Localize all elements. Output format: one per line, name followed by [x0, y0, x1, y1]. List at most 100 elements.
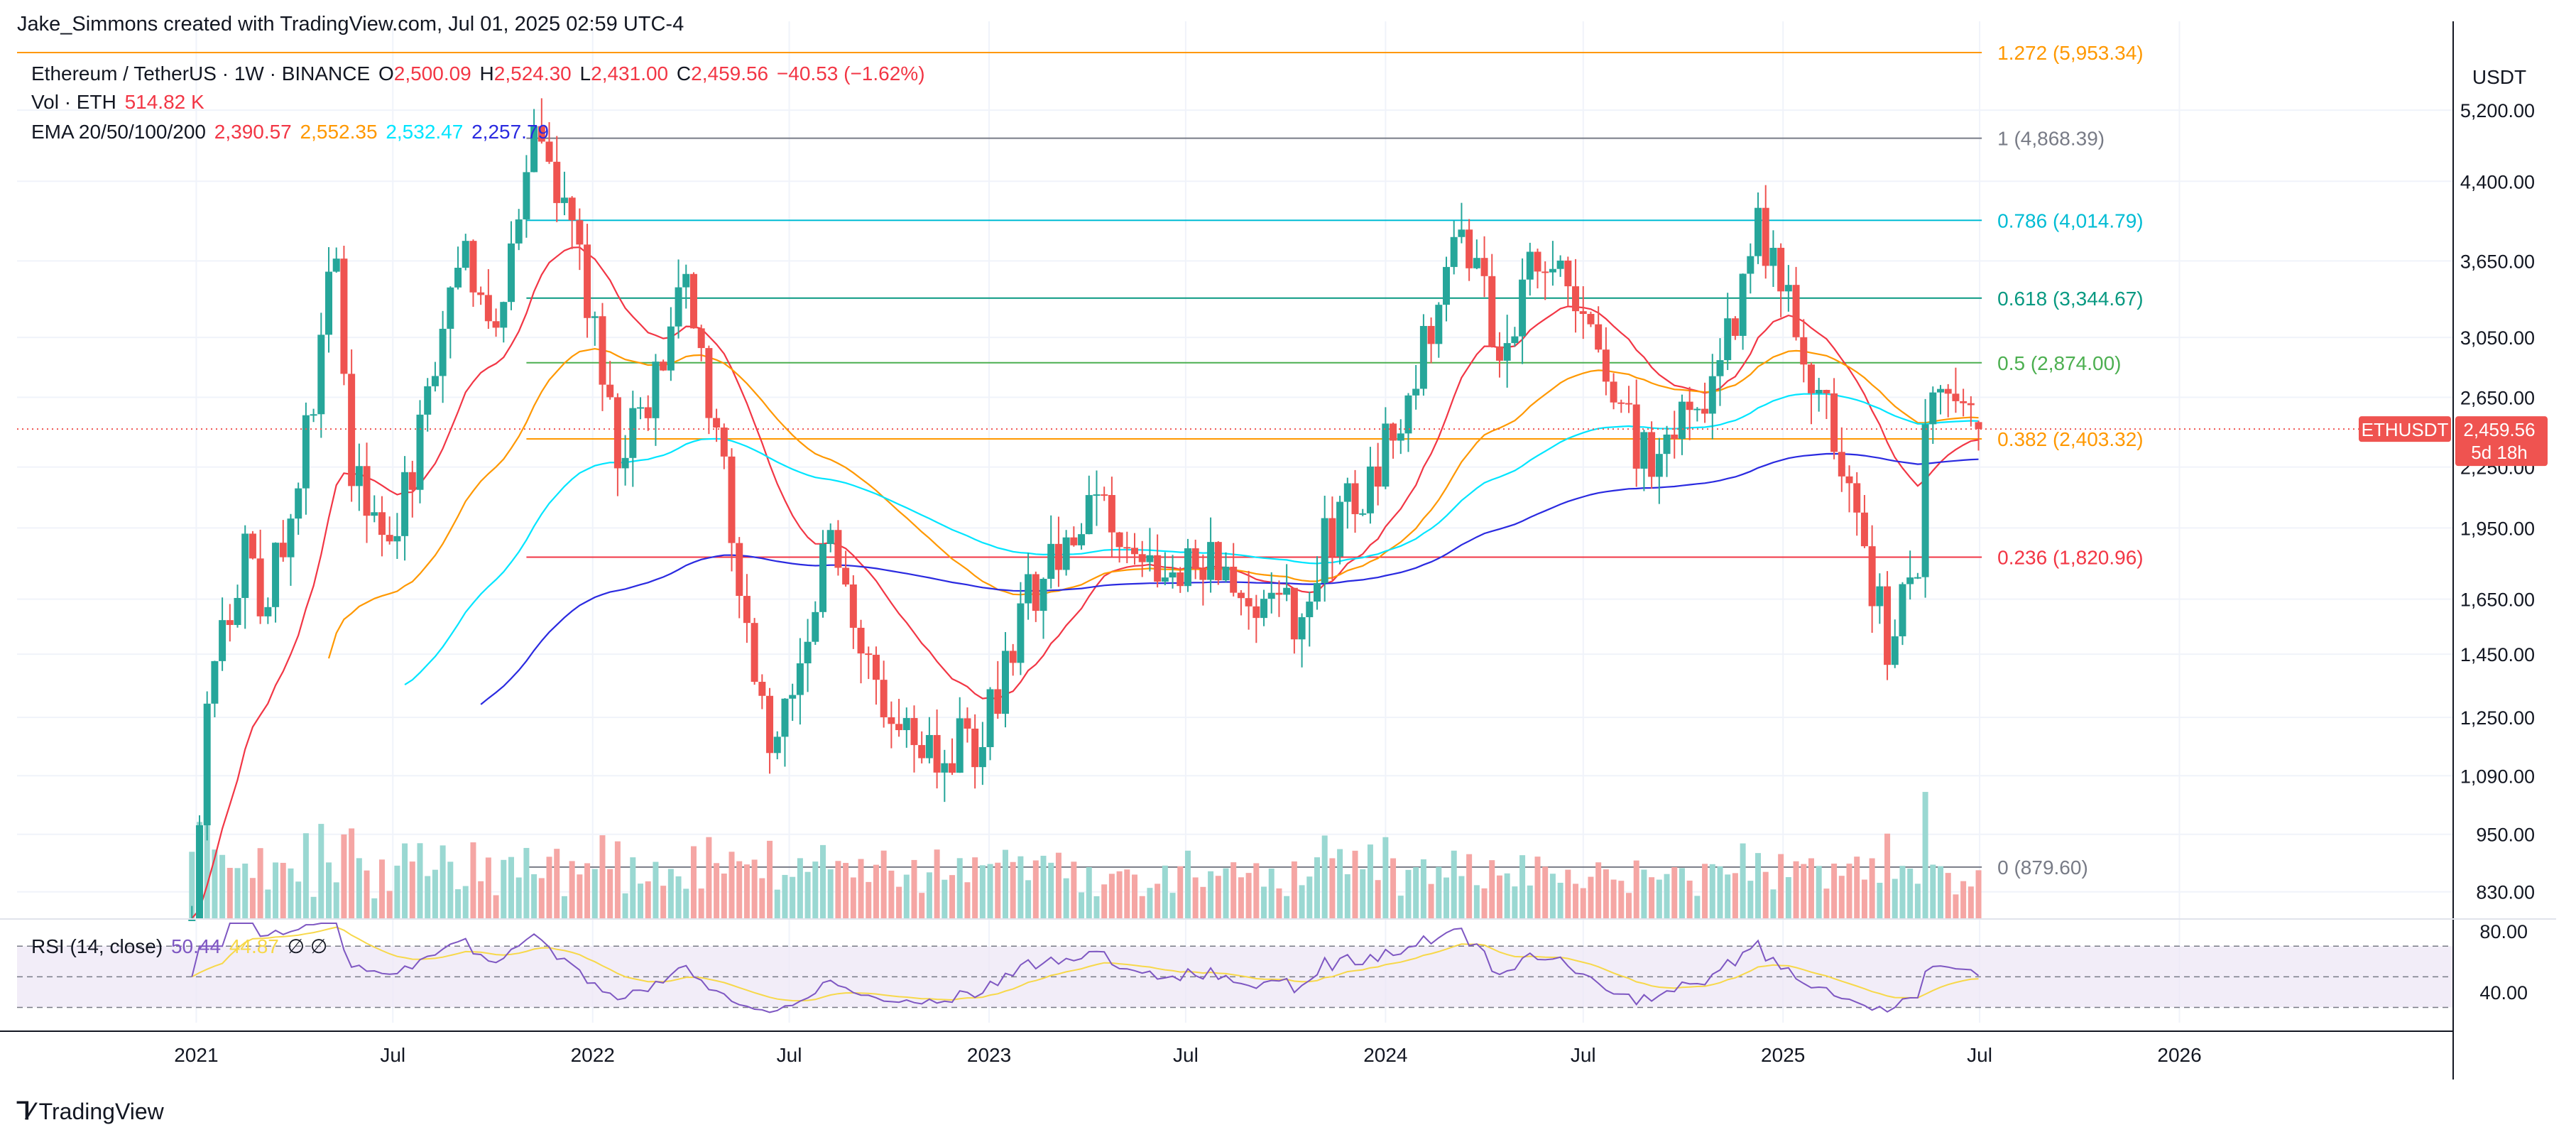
volume-bar: [1192, 877, 1199, 918]
candle-body: [386, 535, 393, 542]
volume-bar: [1588, 876, 1594, 918]
volume-bar: [835, 861, 841, 918]
rsi-legend[interactable]: RSI (14, close) 50.44 44.87 ∅ ∅: [31, 935, 330, 958]
volume-bar: [751, 859, 758, 918]
volume-legend[interactable]: Vol · ETH 514.82 K: [31, 91, 207, 114]
volume-bar: [1702, 864, 1708, 918]
volume-bar: [1649, 877, 1655, 918]
rsi-extra: ∅ ∅: [287, 935, 328, 957]
volume-bar: [1314, 857, 1320, 918]
candle-body: [1154, 555, 1162, 582]
candle-body: [1108, 495, 1115, 533]
x-tick-label: 2024: [1363, 1044, 1407, 1066]
volume-bar: [569, 861, 575, 918]
volume-bar: [1846, 864, 1852, 918]
candle-body: [1503, 343, 1511, 361]
volume-bar: [1573, 883, 1579, 918]
volume-bar: [462, 886, 469, 918]
rsi-value: 50.44: [170, 935, 222, 957]
volume-bar: [1801, 864, 1807, 918]
candle-body: [1427, 325, 1435, 344]
tradingview-logo[interactable]: ⅂⁄ TradingView: [17, 1097, 164, 1126]
low-value: 2,431.00: [591, 62, 669, 85]
volume-bar: [1968, 886, 1974, 918]
candle-body: [1663, 434, 1671, 455]
candle-body: [1473, 258, 1480, 268]
volume-bar: [333, 882, 339, 918]
candle-body: [1632, 404, 1640, 469]
candle-body: [613, 397, 621, 469]
volume-bar: [425, 876, 431, 918]
candle-body: [523, 172, 530, 219]
volume-bar: [1884, 833, 1891, 918]
volume-bar: [1930, 864, 1936, 918]
volume-bar: [470, 842, 476, 918]
volume-bar: [546, 856, 552, 918]
volume-bar: [1420, 859, 1426, 918]
candle-body: [1815, 390, 1823, 393]
volume-bar: [242, 863, 249, 918]
volume-bar: [1443, 877, 1450, 918]
volume-bar: [378, 859, 385, 918]
volume-bar: [577, 874, 583, 918]
candle-body: [492, 321, 500, 328]
volume-bar: [949, 875, 956, 918]
volume-bar: [942, 879, 948, 918]
volume-bar: [858, 859, 864, 918]
volume-bar: [280, 862, 286, 918]
volume-bar: [1610, 879, 1617, 918]
volume-bar: [1656, 879, 1662, 918]
fib-label-0: 0 (879.60): [1997, 856, 2088, 879]
volume-bar: [1451, 850, 1457, 918]
rsi-pane: 80.00 40.00: [17, 921, 2528, 1013]
ema-legend[interactable]: EMA 20/50/100/200 2,390.57 2,552.35 2,53…: [31, 121, 552, 143]
candle-body: [826, 530, 834, 545]
volume-bar: [667, 869, 674, 918]
candle-body: [1944, 388, 1952, 394]
candle-body: [758, 682, 766, 696]
volume-bar: [1337, 849, 1343, 918]
volume-bar: [493, 895, 499, 918]
candle-body: [1267, 592, 1275, 599]
candle-body: [1602, 349, 1610, 382]
volume-bar: [926, 872, 932, 918]
volume-bar: [607, 869, 613, 918]
volume-bar: [1299, 885, 1305, 918]
x-tick-label: Jul: [1173, 1044, 1199, 1066]
volume-bar: [1793, 861, 1799, 918]
candle-body: [1830, 393, 1838, 452]
volume-bar: [1208, 871, 1214, 918]
candle-body: [1617, 402, 1625, 404]
volume-bar: [698, 888, 704, 918]
rsi-tick-label: 80.00: [2479, 921, 2528, 942]
volume-bar: [1093, 896, 1100, 918]
ema200-value: 2,257.79: [471, 121, 550, 143]
candle-body: [279, 543, 287, 558]
candle-body: [1526, 251, 1534, 280]
candle-body: [1906, 577, 1914, 584]
volume-bar: [1945, 873, 1951, 918]
symbol-tag-bg: [2359, 416, 2451, 442]
volume-value: 514.82 K: [124, 91, 204, 113]
volume-bar: [1816, 866, 1822, 918]
volume-bar: [1177, 866, 1184, 918]
volume-bar: [356, 858, 362, 918]
volume-bar: [440, 845, 446, 918]
symbol-legend[interactable]: Ethereum / TetherUS · 1W · BINANCE O2,50…: [31, 62, 928, 85]
candle-body: [1419, 325, 1427, 389]
candle-body: [652, 361, 660, 418]
volume-bar: [896, 886, 902, 918]
candle-body: [736, 543, 743, 597]
volume-bar: [1641, 869, 1647, 918]
candle-body: [1001, 651, 1009, 714]
candle-body: [1952, 393, 1960, 401]
volume-bar: [1694, 896, 1701, 918]
volume-bar: [1367, 844, 1373, 918]
candle-body: [1754, 207, 1762, 256]
candle-body: [553, 161, 561, 203]
candle-body: [849, 584, 857, 628]
candle-body: [1443, 266, 1451, 305]
volume-bar: [1534, 856, 1541, 918]
candle-body: [1587, 314, 1595, 325]
